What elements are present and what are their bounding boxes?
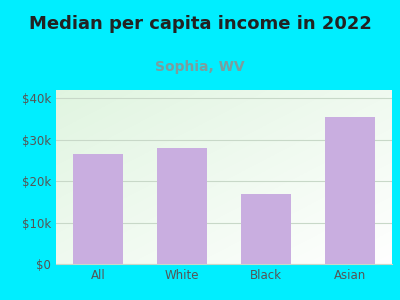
Text: Median per capita income in 2022: Median per capita income in 2022 [28,15,372,33]
Text: Sophia, WV: Sophia, WV [155,60,245,74]
Bar [325,117,375,264]
Bar [157,148,207,264]
Bar [73,154,123,264]
Bar [241,194,291,264]
